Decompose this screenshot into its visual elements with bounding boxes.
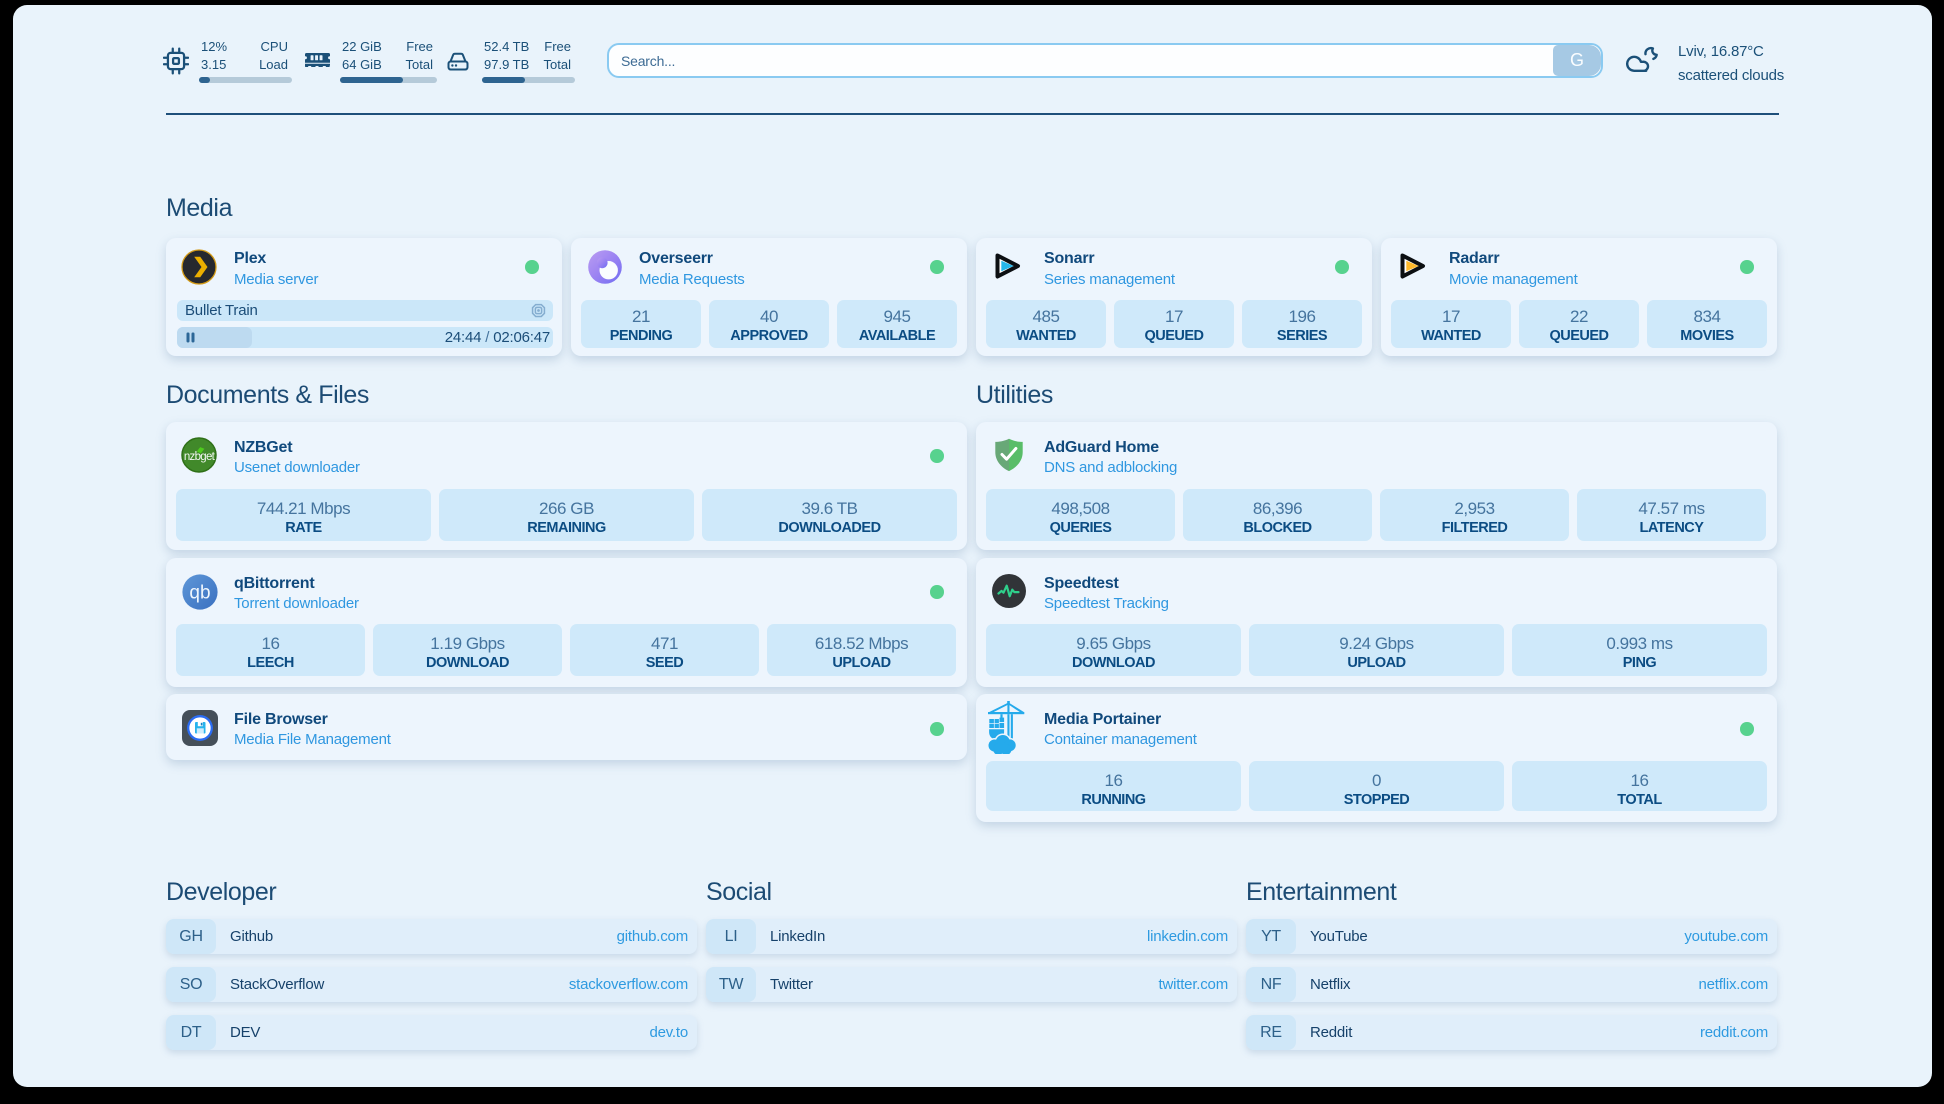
svg-text:qb: qb <box>189 583 210 604</box>
svg-text:nzbget: nzbget <box>184 451 216 463</box>
